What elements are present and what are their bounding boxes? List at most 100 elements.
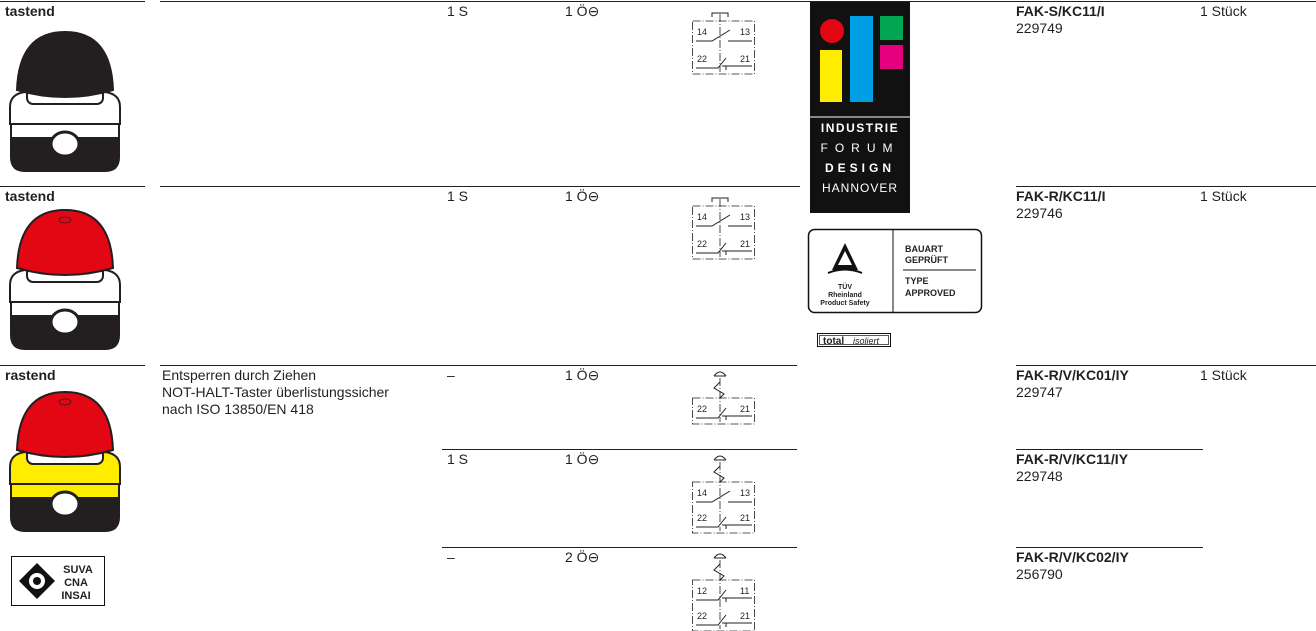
terminal-label: 22 — [697, 611, 707, 621]
normally-open: – — [447, 367, 455, 383]
button-dome-center — [58, 38, 72, 46]
normally-open: 1 S — [447, 3, 468, 19]
if-text: FORUM — [821, 141, 900, 155]
normally-open: 1 S — [447, 188, 468, 204]
tuv-text: Product Safety — [820, 300, 870, 307]
contact-symbol — [696, 490, 752, 503]
button-illustration — [9, 208, 121, 350]
normally-closed: 1 Ö⊖ — [565, 2, 599, 19]
contact-symbol — [696, 29, 752, 42]
button-dome-center — [58, 216, 72, 224]
if-logo: INDUSTRIE FORUM DESIGN HANNOVER — [810, 2, 910, 213]
diagram-frame — [692, 579, 755, 631]
suva-logo: SUVA CNA INSAI — [11, 556, 105, 606]
article-number: 229747 — [1016, 384, 1063, 400]
switch-mode: tastend — [5, 3, 55, 19]
contact-symbol — [696, 214, 752, 227]
button-illustration — [9, 30, 121, 172]
terminal-label: 22 — [697, 513, 707, 523]
diagram-frame — [692, 205, 755, 260]
suva-text: CNA — [64, 577, 88, 589]
article-number: 229748 — [1016, 468, 1063, 484]
contact-symbol — [696, 516, 752, 529]
diagram-frame — [692, 397, 755, 425]
contact-symbol — [696, 57, 752, 70]
actuator-pull — [713, 371, 727, 399]
quantity: 1 Stück — [1200, 188, 1248, 204]
contact-diagram: 12 11 22 21 — [692, 553, 755, 631]
actuator-pull — [713, 553, 727, 581]
description: NOT-HALT-Taster überlistungssicher — [162, 384, 389, 400]
tuv-logo: TÜV Rheinland Product Safety BAUART GEPR… — [807, 228, 983, 314]
normally-closed: 1 Ö⊖ — [565, 187, 599, 204]
button-hole — [49, 490, 81, 518]
actuator-pull — [713, 455, 727, 483]
diagram-frame — [692, 481, 755, 534]
diagram-frame — [692, 20, 755, 75]
terminal-label: 21 — [740, 611, 750, 621]
terminal-label: 12 — [697, 586, 707, 596]
suva-text: INSAI — [61, 590, 90, 602]
article-code: FAK-S/KC11/I — [1016, 3, 1105, 19]
contact-diagram: 14 13 22 21 — [692, 12, 755, 75]
total-isoliert-logo: total isoliert — [817, 333, 891, 347]
normally-open: 1 S — [447, 451, 468, 467]
article-number: 256790 — [1016, 566, 1063, 582]
total-suffix: isoliert — [853, 336, 880, 346]
contact-diagram: 14 13 22 21 — [692, 455, 755, 534]
terminal-label: 22 — [697, 54, 707, 64]
terminal-label: 21 — [740, 404, 750, 414]
if-text: DESIGN — [825, 161, 895, 175]
quantity: 1 Stück — [1200, 3, 1248, 19]
tuv-text: GEPRÜFT — [905, 255, 949, 265]
terminal-label: 22 — [697, 239, 707, 249]
tuv-text: TYPE — [905, 276, 929, 286]
suva-text: SUVA — [63, 564, 93, 576]
terminal-label: 21 — [740, 239, 750, 249]
contact-symbol — [696, 242, 752, 255]
total-brand: total — [823, 336, 844, 347]
contact-symbol — [696, 589, 752, 602]
article-number: 229746 — [1016, 205, 1063, 221]
normally-closed: 2 Ö⊖ — [565, 548, 599, 565]
switch-mode: tastend — [5, 188, 55, 204]
terminal-label: 11 — [740, 586, 749, 596]
button-dome — [15, 30, 115, 98]
description: nach ISO 13850/EN 418 — [162, 401, 314, 417]
article-code: FAK-R/V/KC11/IY — [1016, 451, 1129, 467]
actuator-push — [711, 12, 729, 17]
normally-closed: 1 Ö⊖ — [565, 366, 599, 383]
terminal-label: 13 — [740, 488, 750, 498]
contact-diagram: 14 13 22 21 — [692, 197, 755, 260]
quantity: 1 Stück — [1200, 367, 1248, 383]
contact-symbol — [696, 614, 752, 627]
article-number: 229749 — [1016, 20, 1063, 36]
contact-diagram: 22 21 — [692, 371, 755, 425]
button-hole — [49, 308, 81, 336]
terminal-label: 21 — [740, 54, 750, 64]
terminal-label: 14 — [697, 27, 707, 37]
article-code: FAK-R/V/KC01/IY — [1016, 367, 1129, 383]
tuv-text: Rheinland — [828, 292, 862, 299]
if-text: INDUSTRIE — [821, 121, 899, 135]
switch-mode: rastend — [5, 367, 56, 383]
normally-closed: 1 Ö⊖ — [565, 450, 599, 467]
tuv-text: BAUART — [905, 244, 943, 254]
terminal-label: 13 — [740, 27, 750, 37]
button-hole — [49, 130, 81, 158]
button-illustration — [9, 390, 121, 532]
button-dome-center — [58, 398, 72, 406]
button-dome — [15, 208, 115, 276]
article-code: FAK-R/KC11/I — [1016, 188, 1105, 204]
if-text: HANNOVER — [822, 181, 898, 195]
description: Entsperren durch Ziehen — [162, 367, 316, 383]
tuv-text: TÜV — [838, 282, 852, 291]
contact-symbol — [696, 407, 752, 420]
tuv-text: APPROVED — [905, 288, 956, 298]
actuator-push — [711, 197, 729, 202]
terminal-label: 14 — [697, 212, 707, 222]
terminal-label: 13 — [740, 212, 750, 222]
terminal-label: 22 — [697, 404, 707, 414]
